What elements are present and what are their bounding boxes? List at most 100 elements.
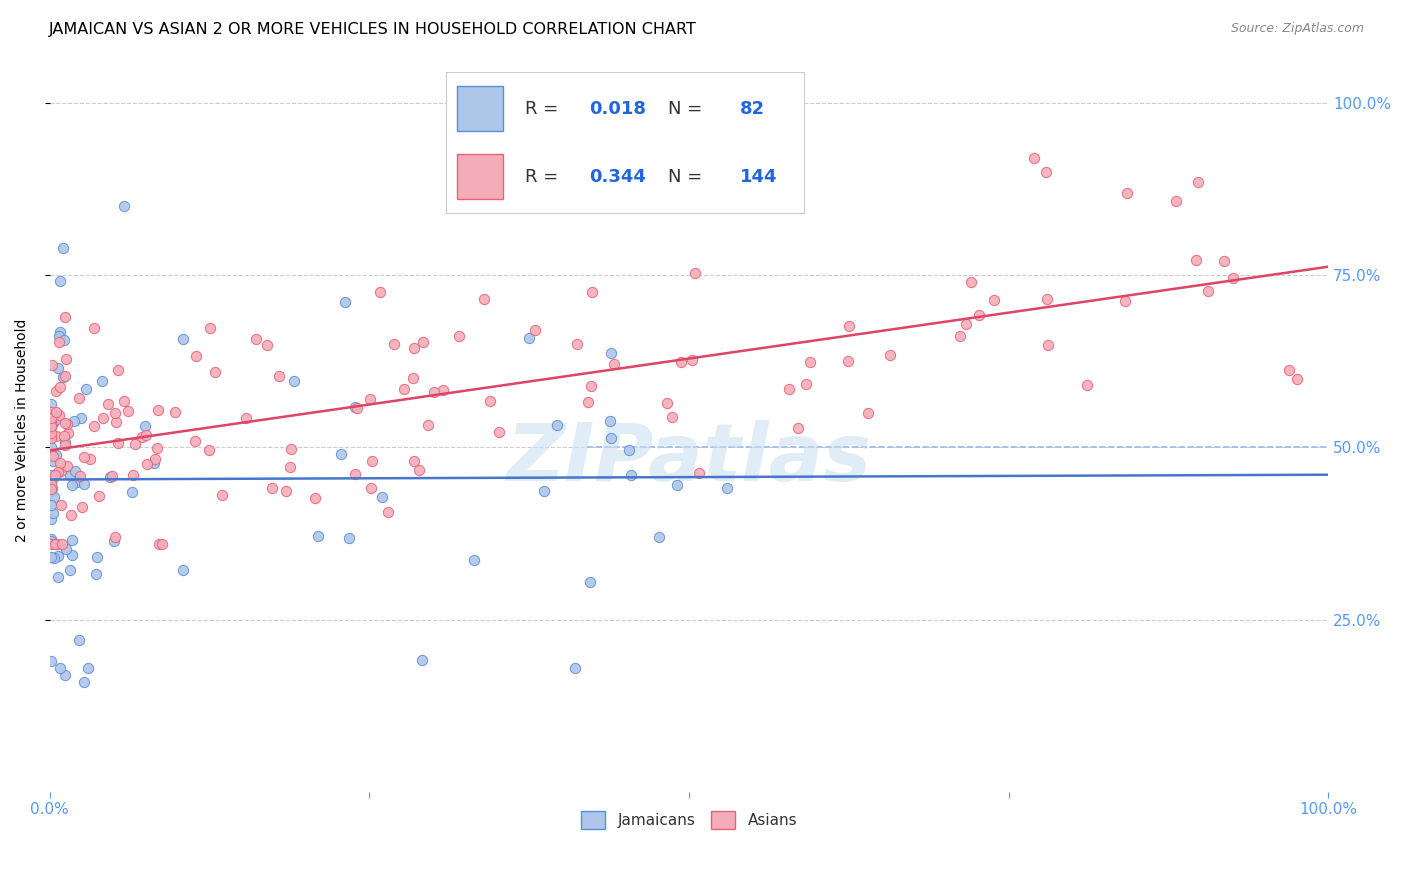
Point bbox=[329, 447, 352, 461]
Point bbox=[42, 449, 65, 463]
Point bbox=[70, 500, 93, 514]
Point bbox=[79, 451, 101, 466]
Point bbox=[377, 505, 399, 519]
Point bbox=[112, 199, 135, 213]
Point bbox=[1114, 294, 1136, 309]
Point bbox=[48, 380, 70, 394]
Point bbox=[716, 481, 738, 495]
Point bbox=[39, 397, 62, 411]
Point bbox=[77, 661, 100, 675]
Point bbox=[1185, 252, 1208, 267]
Point bbox=[53, 668, 76, 682]
Point bbox=[42, 506, 65, 520]
Point bbox=[799, 354, 821, 368]
Point bbox=[73, 674, 96, 689]
Point bbox=[42, 454, 65, 468]
Point bbox=[39, 431, 62, 445]
Point bbox=[44, 537, 66, 551]
Point bbox=[46, 570, 69, 584]
Point bbox=[104, 406, 127, 420]
Point bbox=[44, 551, 66, 566]
Point bbox=[39, 418, 62, 433]
Point bbox=[411, 653, 433, 667]
Point bbox=[260, 481, 283, 495]
Point bbox=[59, 508, 82, 523]
Point bbox=[408, 463, 430, 477]
Text: ZIPatlas: ZIPatlas bbox=[506, 420, 872, 498]
Point bbox=[304, 491, 326, 506]
Point bbox=[58, 426, 80, 441]
Point bbox=[42, 408, 65, 422]
Point bbox=[184, 434, 207, 448]
Point bbox=[98, 470, 121, 484]
Point bbox=[53, 434, 76, 449]
Point bbox=[48, 408, 70, 422]
Point bbox=[67, 391, 90, 405]
Point bbox=[404, 341, 426, 355]
Point bbox=[370, 490, 392, 504]
Point bbox=[42, 416, 65, 430]
Point bbox=[472, 292, 495, 306]
Point bbox=[856, 406, 879, 420]
Point bbox=[148, 537, 170, 551]
Point bbox=[274, 483, 297, 498]
Point bbox=[344, 400, 367, 414]
Point bbox=[402, 454, 425, 468]
Point bbox=[143, 452, 166, 467]
Point bbox=[576, 394, 599, 409]
Point bbox=[423, 384, 446, 399]
Point bbox=[86, 550, 108, 565]
Point bbox=[599, 414, 621, 428]
Point bbox=[107, 362, 129, 376]
Point bbox=[52, 333, 75, 347]
Point bbox=[55, 541, 77, 556]
Point bbox=[39, 499, 62, 513]
Point bbox=[479, 393, 502, 408]
Point bbox=[41, 481, 63, 495]
Point bbox=[39, 476, 62, 491]
Point bbox=[42, 471, 65, 485]
Point bbox=[184, 349, 207, 363]
Point bbox=[647, 530, 669, 544]
Point bbox=[70, 410, 93, 425]
Point bbox=[172, 563, 194, 577]
Point bbox=[112, 393, 135, 408]
Point bbox=[107, 435, 129, 450]
Point bbox=[392, 382, 415, 396]
Point bbox=[581, 379, 603, 393]
Text: JAMAICAN VS ASIAN 2 OR MORE VEHICLES IN HOUSEHOLD CORRELATION CHART: JAMAICAN VS ASIAN 2 OR MORE VEHICLES IN … bbox=[49, 22, 697, 37]
Point bbox=[360, 481, 382, 495]
Point bbox=[283, 374, 305, 388]
Point bbox=[1022, 151, 1045, 165]
Point bbox=[519, 330, 541, 344]
Point bbox=[63, 414, 86, 428]
Point bbox=[49, 464, 72, 478]
Point bbox=[45, 537, 67, 551]
Point bbox=[150, 537, 173, 551]
Point bbox=[44, 412, 66, 426]
Point bbox=[204, 365, 226, 379]
Point bbox=[1212, 253, 1234, 268]
Point bbox=[778, 382, 800, 396]
Text: Source: ZipAtlas.com: Source: ZipAtlas.com bbox=[1230, 22, 1364, 36]
Point bbox=[48, 456, 70, 470]
Point bbox=[104, 530, 127, 544]
Point bbox=[278, 460, 301, 475]
Point bbox=[60, 533, 83, 548]
Point bbox=[52, 241, 75, 255]
Point bbox=[463, 553, 485, 567]
Point bbox=[683, 266, 706, 280]
Y-axis label: 2 or more Vehicles in Household: 2 or more Vehicles in Household bbox=[15, 318, 30, 542]
Point bbox=[617, 442, 640, 457]
Point bbox=[620, 468, 643, 483]
Point bbox=[41, 447, 63, 461]
Point bbox=[60, 478, 83, 492]
Point bbox=[661, 409, 683, 424]
Point bbox=[165, 405, 187, 419]
Point bbox=[39, 468, 62, 483]
Point bbox=[564, 661, 586, 675]
Point bbox=[146, 403, 169, 417]
Point bbox=[39, 419, 62, 434]
Point bbox=[368, 285, 391, 299]
Point bbox=[197, 442, 219, 457]
